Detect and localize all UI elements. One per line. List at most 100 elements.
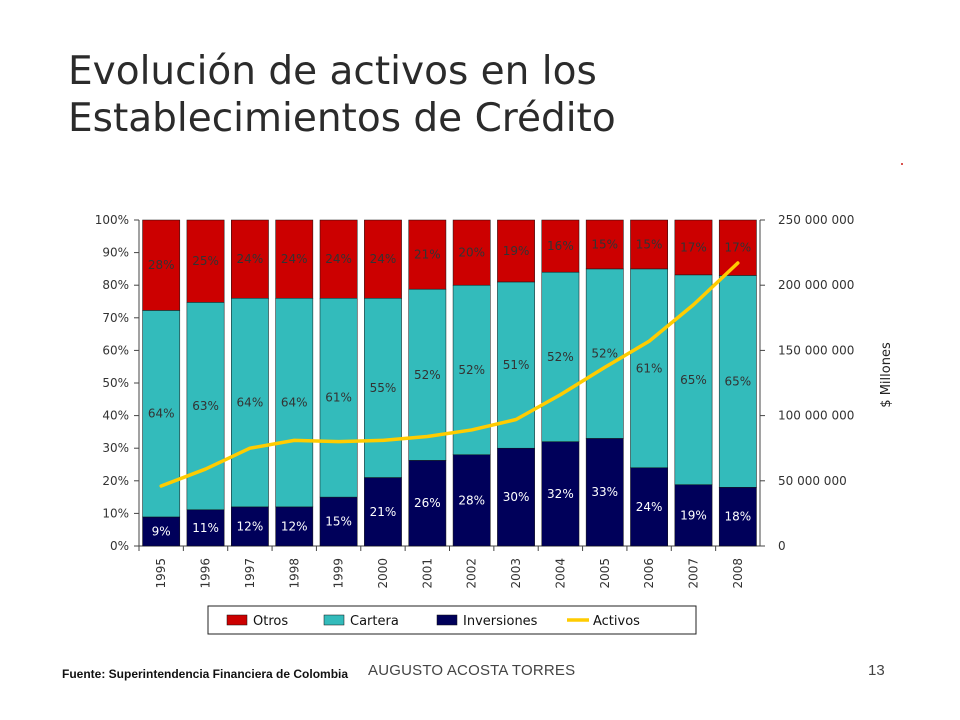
bar-otros-1998 [275, 219, 314, 299]
data-label-otros-1998: 24% [281, 252, 308, 266]
bar-inversiones-1995 [142, 516, 181, 547]
bar-inversiones-1998 [275, 506, 314, 547]
right-axis-title: $ Millones [879, 342, 894, 408]
left-tick-label: 30% [102, 441, 129, 455]
data-label-inversiones-2006: 24% [636, 500, 663, 514]
bar-inversiones-1997 [231, 506, 269, 547]
x-tick-label-1999: 1999 [332, 558, 346, 589]
x-tick-label-2000: 2000 [376, 558, 390, 589]
source-note: Fuente: Superintendencia Financiera de C… [62, 667, 349, 681]
data-label-inversiones-1995: 9% [152, 524, 171, 538]
bar-otros-2000 [364, 219, 402, 299]
left-tick-label: 40% [102, 409, 129, 423]
bar-otros-2003 [497, 219, 535, 283]
legend-label-activos: Activos [593, 614, 640, 629]
right-tick-label: 100 000 000 [778, 409, 854, 423]
data-label-cartera-2007: 65% [680, 373, 707, 387]
bar-inversiones-2003 [497, 447, 535, 547]
data-label-inversiones-2005: 33% [591, 485, 618, 499]
data-label-otros-1997: 24% [237, 252, 264, 266]
legend-swatch-inversiones [436, 614, 458, 626]
data-label-inversiones-2000: 21% [370, 505, 397, 519]
bar-otros-2007 [674, 219, 713, 276]
bar-otros-1999 [319, 219, 358, 299]
left-tick-label: 10% [102, 506, 129, 520]
bar-cartera-1999 [319, 297, 358, 498]
data-label-otros-2006: 15% [636, 237, 663, 251]
data-label-otros-2004: 16% [547, 239, 574, 253]
data-label-cartera-2005: 52% [591, 347, 618, 361]
data-label-cartera-2006: 61% [636, 361, 663, 375]
bar-inversiones-2008 [718, 487, 757, 547]
line-activos [159, 261, 740, 488]
x-tick-label-2001: 2001 [420, 558, 434, 589]
data-label-cartera-1995: 64% [148, 407, 175, 421]
bar-inversiones-2007 [674, 484, 713, 547]
left-tick-label: 100% [95, 213, 129, 227]
bar-cartera-1998 [275, 297, 314, 508]
stacked-bar-line-chart: 0% 10% 20% 30% 40% 50% 60% 70% 80% 90% 100% 0 50 000… [95, 213, 894, 635]
right-tick-label: 250 000 000 [778, 213, 854, 227]
data-label-otros-1995: 28% [148, 258, 175, 272]
bar-cartera-2004 [541, 271, 580, 442]
data-label-cartera-2004: 52% [547, 350, 574, 364]
data-label-otros-1996: 25% [192, 254, 219, 268]
x-tick-label-1997: 1997 [243, 558, 257, 589]
right-tick-label: 150 000 000 [778, 343, 854, 357]
legend-label-inversiones: Inversiones [463, 614, 538, 629]
bar-inversiones-1996 [186, 509, 225, 547]
data-label-cartera-1997: 64% [237, 396, 264, 410]
data-label-inversiones-1996: 11% [192, 521, 219, 535]
left-tick-label: 80% [102, 278, 129, 292]
right-tick-label: 200 000 000 [778, 278, 854, 292]
x-tick-label-2007: 2007 [686, 558, 700, 589]
x-tick-label-2003: 2003 [509, 558, 523, 589]
x-tick-label-2002: 2002 [465, 558, 479, 589]
data-label-cartera-1996: 63% [192, 399, 219, 413]
x-tick-label-2004: 2004 [553, 558, 567, 589]
legend-swatch-cartera [323, 614, 345, 626]
slide-title: Evolución de activos en los Establecimie… [68, 48, 908, 142]
right-tick-label: 50 000 000 [778, 474, 847, 488]
right-tick-label: 0 [778, 539, 786, 553]
bar-otros-2006 [630, 219, 668, 270]
bar-otros-1997 [231, 219, 269, 299]
left-tick-label: 60% [102, 343, 129, 357]
bar-otros-1996 [186, 219, 225, 303]
data-label-inversiones-1997: 12% [237, 519, 264, 533]
data-label-otros-1999: 24% [325, 252, 352, 266]
bar-inversiones-2000 [364, 477, 402, 547]
bar-cartera-2008 [718, 275, 757, 488]
data-label-otros-2008: 17% [724, 241, 751, 255]
bar-cartera-2006 [630, 268, 668, 469]
data-label-inversiones-2007: 19% [680, 508, 707, 522]
bar-inversiones-2006 [630, 467, 668, 547]
data-label-otros-2005: 15% [591, 237, 618, 251]
left-tick-label: 70% [102, 311, 129, 325]
data-label-cartera-1998: 64% [281, 396, 308, 410]
data-label-inversiones-2004: 32% [547, 487, 574, 501]
data-label-cartera-2001: 52% [414, 368, 441, 382]
bar-cartera-2007 [674, 274, 713, 485]
x-tick-label-2008: 2008 [731, 558, 745, 589]
left-tick-label: 90% [102, 246, 129, 260]
chart-panel: 0% 10% 20% 30% 40% 50% 60% 70% 80% 90% 100% 0 50 000… [62, 150, 901, 650]
data-label-otros-2007: 17% [680, 240, 707, 254]
x-tick-label-1998: 1998 [287, 558, 301, 589]
data-label-inversiones-2008: 18% [724, 510, 751, 524]
bar-otros-2004 [541, 219, 580, 273]
data-label-otros-2000: 24% [370, 252, 397, 266]
bar-inversiones-2002 [452, 454, 491, 547]
data-label-cartera-2003: 51% [503, 358, 530, 372]
data-label-inversiones-1998: 12% [281, 519, 308, 533]
title-line-1: Evolución de activos en los [68, 49, 597, 94]
data-label-inversiones-2002: 28% [458, 493, 485, 507]
footer-author: AUGUSTO ACOSTA TORRES [368, 662, 576, 679]
data-label-cartera-1999: 61% [325, 391, 352, 405]
x-tick-label-1996: 1996 [199, 558, 213, 589]
legend-label-cartera: Cartera [350, 614, 399, 629]
page-number: 13 [868, 662, 885, 679]
x-tick-label-2005: 2005 [598, 558, 612, 589]
legend-label-otros: Otros [253, 614, 288, 629]
x-tick-label-2006: 2006 [642, 558, 656, 589]
